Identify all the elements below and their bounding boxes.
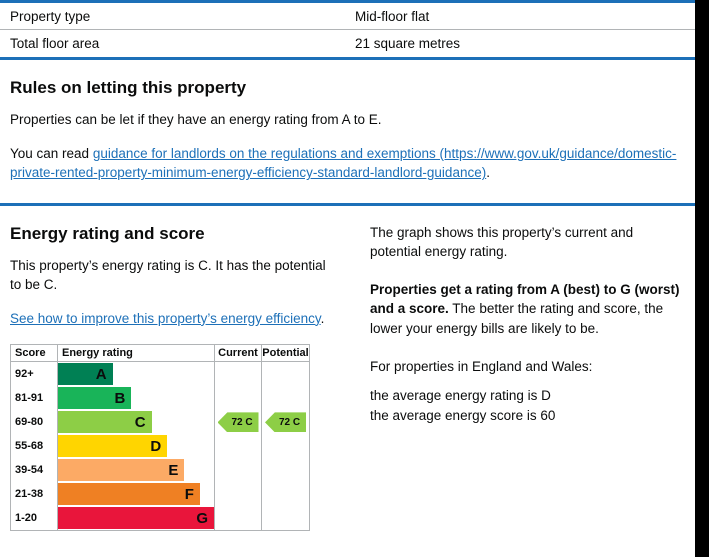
- energy-rating-explainer-column: The graph shows this property’s current …: [360, 206, 690, 532]
- band-letter: A: [95, 365, 107, 383]
- band-score-label: 81-91: [15, 392, 44, 405]
- potential-cell: [261, 362, 309, 387]
- energy-band-row-f: 21-38 F: [11, 482, 309, 507]
- energy-band-row-a: 92+ A: [11, 362, 309, 387]
- potential-column-header: Potential: [261, 345, 309, 362]
- rating-scale-rest: The better the rating and score, the low…: [370, 301, 664, 336]
- energy-band-row-g: 1-20 G: [11, 506, 309, 531]
- potential-cell: [261, 386, 309, 411]
- current-column-header: Current: [214, 345, 261, 362]
- potential-cell: 72 C: [261, 410, 309, 435]
- energy-band-row-e: 39-54 E: [11, 458, 309, 483]
- band-bar-area: C: [57, 410, 214, 435]
- energy-band-row-b: 81-91 B: [11, 386, 309, 411]
- band-score-label: 69-80: [15, 416, 44, 429]
- current-cell: [214, 482, 261, 507]
- energy-rating-summary: This property’s energy rating is C. It h…: [10, 257, 326, 293]
- band-bar: F: [58, 483, 200, 506]
- band-score-label: 21-38: [15, 488, 44, 501]
- band-letter: B: [114, 389, 126, 407]
- band-score-label: 1-20: [15, 512, 38, 525]
- energy-band-row-c: 69-80 C 72 C 72 C: [11, 410, 309, 435]
- letting-paragraph-2-suffix: .: [486, 165, 490, 181]
- band-bar-area: G: [57, 506, 214, 531]
- property-type-label: Property type: [10, 8, 91, 24]
- property-type-value: Mid-floor flat: [355, 8, 430, 24]
- rating-scale-bold: Properties get a rating from A (best) to…: [370, 281, 680, 317]
- section-divider: [0, 57, 695, 60]
- band-bar: G: [58, 507, 214, 530]
- improve-efficiency-link[interactable]: See how to improve this property’s energ…: [10, 310, 321, 326]
- band-letter: C: [134, 413, 146, 431]
- current-cell: [214, 458, 261, 483]
- improve-link-suffix: .: [320, 310, 325, 326]
- energy-band-row-d: 55-68 D: [11, 434, 309, 459]
- page-content: Property type Mid-floor flat Total floor…: [0, 0, 695, 532]
- table-row: Total floor area 21 square metres: [0, 30, 695, 57]
- band-bar-area: E: [57, 458, 214, 483]
- band-bar-area: F: [57, 482, 214, 507]
- floor-area-value: 21 square metres: [355, 36, 461, 51]
- letting-paragraph-2-prefix: You can read: [10, 145, 93, 161]
- band-letter: G: [196, 509, 208, 527]
- window-edge-strip: [695, 0, 709, 557]
- band-bar: B: [58, 387, 132, 410]
- current-cell: [214, 386, 261, 411]
- band-score-label: 55-68: [15, 440, 44, 453]
- current-rating-marker: 72 C: [217, 412, 259, 433]
- average-rating-line: the average energy rating is D: [370, 388, 551, 404]
- letting-paragraph-1: Properties can be let if they have an en…: [10, 112, 382, 127]
- rating-scale-paragraph: Properties get a rating from A (best) to…: [370, 280, 680, 339]
- floor-area-label: Total floor area: [10, 36, 100, 51]
- chart-header-row: Score Energy rating Current Potential: [11, 345, 309, 363]
- energy-section-heading: Energy rating and score: [10, 223, 205, 243]
- england-wales-intro: For properties in England and Wales:: [370, 358, 593, 374]
- current-cell: 72 C: [214, 410, 261, 435]
- band-bar: C: [58, 411, 152, 434]
- potential-cell: [261, 506, 309, 531]
- band-bar: D: [58, 435, 168, 458]
- letting-paragraph-2: You can read guidance for landlords on t…: [10, 144, 685, 183]
- average-stats-paragraph: the average energy rating is D the averag…: [370, 386, 680, 425]
- band-letter: D: [150, 437, 162, 455]
- current-cell: [214, 362, 261, 387]
- energy-rating-column-header: Energy rating: [57, 345, 214, 362]
- band-bar: A: [58, 363, 113, 386]
- energy-rating-chart: Score Energy rating Current Potential 92…: [10, 344, 310, 532]
- property-summary-table: Property type Mid-floor flat Total floor…: [0, 3, 695, 57]
- landlord-guidance-link[interactable]: guidance for landlords on the regulation…: [10, 145, 677, 181]
- letting-section-heading: Rules on letting this property: [10, 78, 247, 97]
- band-bar: E: [58, 459, 185, 482]
- potential-cell: [261, 458, 309, 483]
- improve-link-paragraph: See how to improve this property’s energ…: [10, 309, 340, 329]
- band-letter: E: [168, 461, 179, 479]
- current-cell: [214, 506, 261, 531]
- score-column-header: Score: [15, 347, 46, 360]
- top-divider: [0, 0, 695, 3]
- band-score-label: 39-54: [15, 464, 44, 477]
- table-row: Property type Mid-floor flat: [0, 3, 695, 30]
- energy-rating-section: Energy rating and score This property’s …: [0, 206, 695, 532]
- potential-cell: [261, 434, 309, 459]
- band-score-label: 92+: [15, 368, 34, 381]
- energy-rating-left-column: Energy rating and score This property’s …: [0, 206, 350, 532]
- band-bar-area: A: [57, 362, 214, 387]
- band-bar-area: B: [57, 386, 214, 411]
- section-divider: [0, 202, 695, 206]
- average-score-line: the average energy score is 60: [370, 407, 556, 423]
- potential-rating-marker: 72 C: [265, 412, 306, 433]
- band-letter: F: [184, 485, 194, 503]
- potential-cell: [261, 482, 309, 507]
- current-cell: [214, 434, 261, 459]
- band-bar-area: D: [57, 434, 214, 459]
- graph-explainer-paragraph: The graph shows this property’s current …: [370, 224, 634, 260]
